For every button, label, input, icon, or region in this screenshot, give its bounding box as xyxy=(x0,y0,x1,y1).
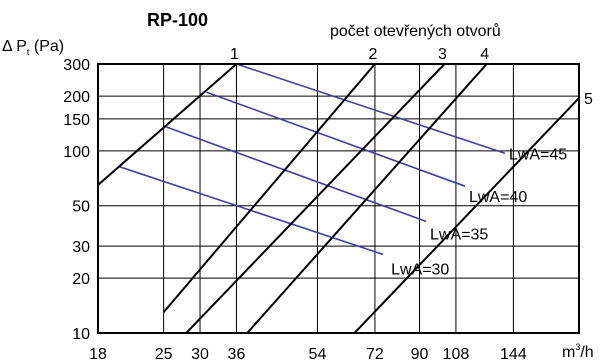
plot-lines xyxy=(98,64,579,333)
lwa-label: LwA=45 xyxy=(509,146,567,163)
plot-frame xyxy=(97,63,580,334)
x-tick-label: 25 xyxy=(155,346,173,362)
y-tick-label: 20 xyxy=(72,271,90,288)
chart-title: RP-100 xyxy=(147,10,208,30)
series-line xyxy=(98,64,238,186)
x-tick-label: 36 xyxy=(228,346,246,362)
series-line xyxy=(162,64,376,313)
y-tick-label: 30 xyxy=(72,239,90,256)
series-label: 1 xyxy=(230,46,239,63)
y-tick-label: 200 xyxy=(63,89,90,106)
y-axis-label: Δ Pt (Pa) xyxy=(2,38,64,57)
lwa-line xyxy=(206,91,466,187)
x-tick-label: 54 xyxy=(309,346,327,362)
series-line xyxy=(185,64,446,333)
y-tick-label: 10 xyxy=(72,326,90,343)
x-axis-label: m3/h xyxy=(562,342,594,361)
series-line xyxy=(246,64,488,333)
x-tick-label: 108 xyxy=(443,346,470,362)
x-tick-label: 72 xyxy=(366,346,384,362)
lwa-line xyxy=(236,64,506,155)
y-tick-label: 100 xyxy=(63,144,90,161)
y-tick-label: 150 xyxy=(63,112,90,129)
series-label: 4 xyxy=(480,46,489,63)
x-tick-label: 18 xyxy=(89,346,107,362)
labels: RP-100 počet otevřených otvorů Δ Pt (Pa)… xyxy=(2,10,594,362)
x-tick-label: 144 xyxy=(500,346,527,362)
x-tick-label: 30 xyxy=(191,346,209,362)
lwa-line xyxy=(163,125,427,223)
lwa-label: LwA=30 xyxy=(391,261,449,278)
chart-subtitle: počet otevřených otvorů xyxy=(330,22,501,40)
series-label: 5 xyxy=(584,91,593,108)
lwa-label: LwA=40 xyxy=(469,189,527,206)
series-label: 2 xyxy=(368,46,377,63)
series-label: 3 xyxy=(438,46,447,63)
lwa-label: LwA=35 xyxy=(430,226,488,243)
y-tick-label: 50 xyxy=(72,199,90,216)
y-tick-label: 300 xyxy=(63,57,90,74)
series-line xyxy=(353,97,579,333)
x-tick-label: 90 xyxy=(411,346,429,362)
